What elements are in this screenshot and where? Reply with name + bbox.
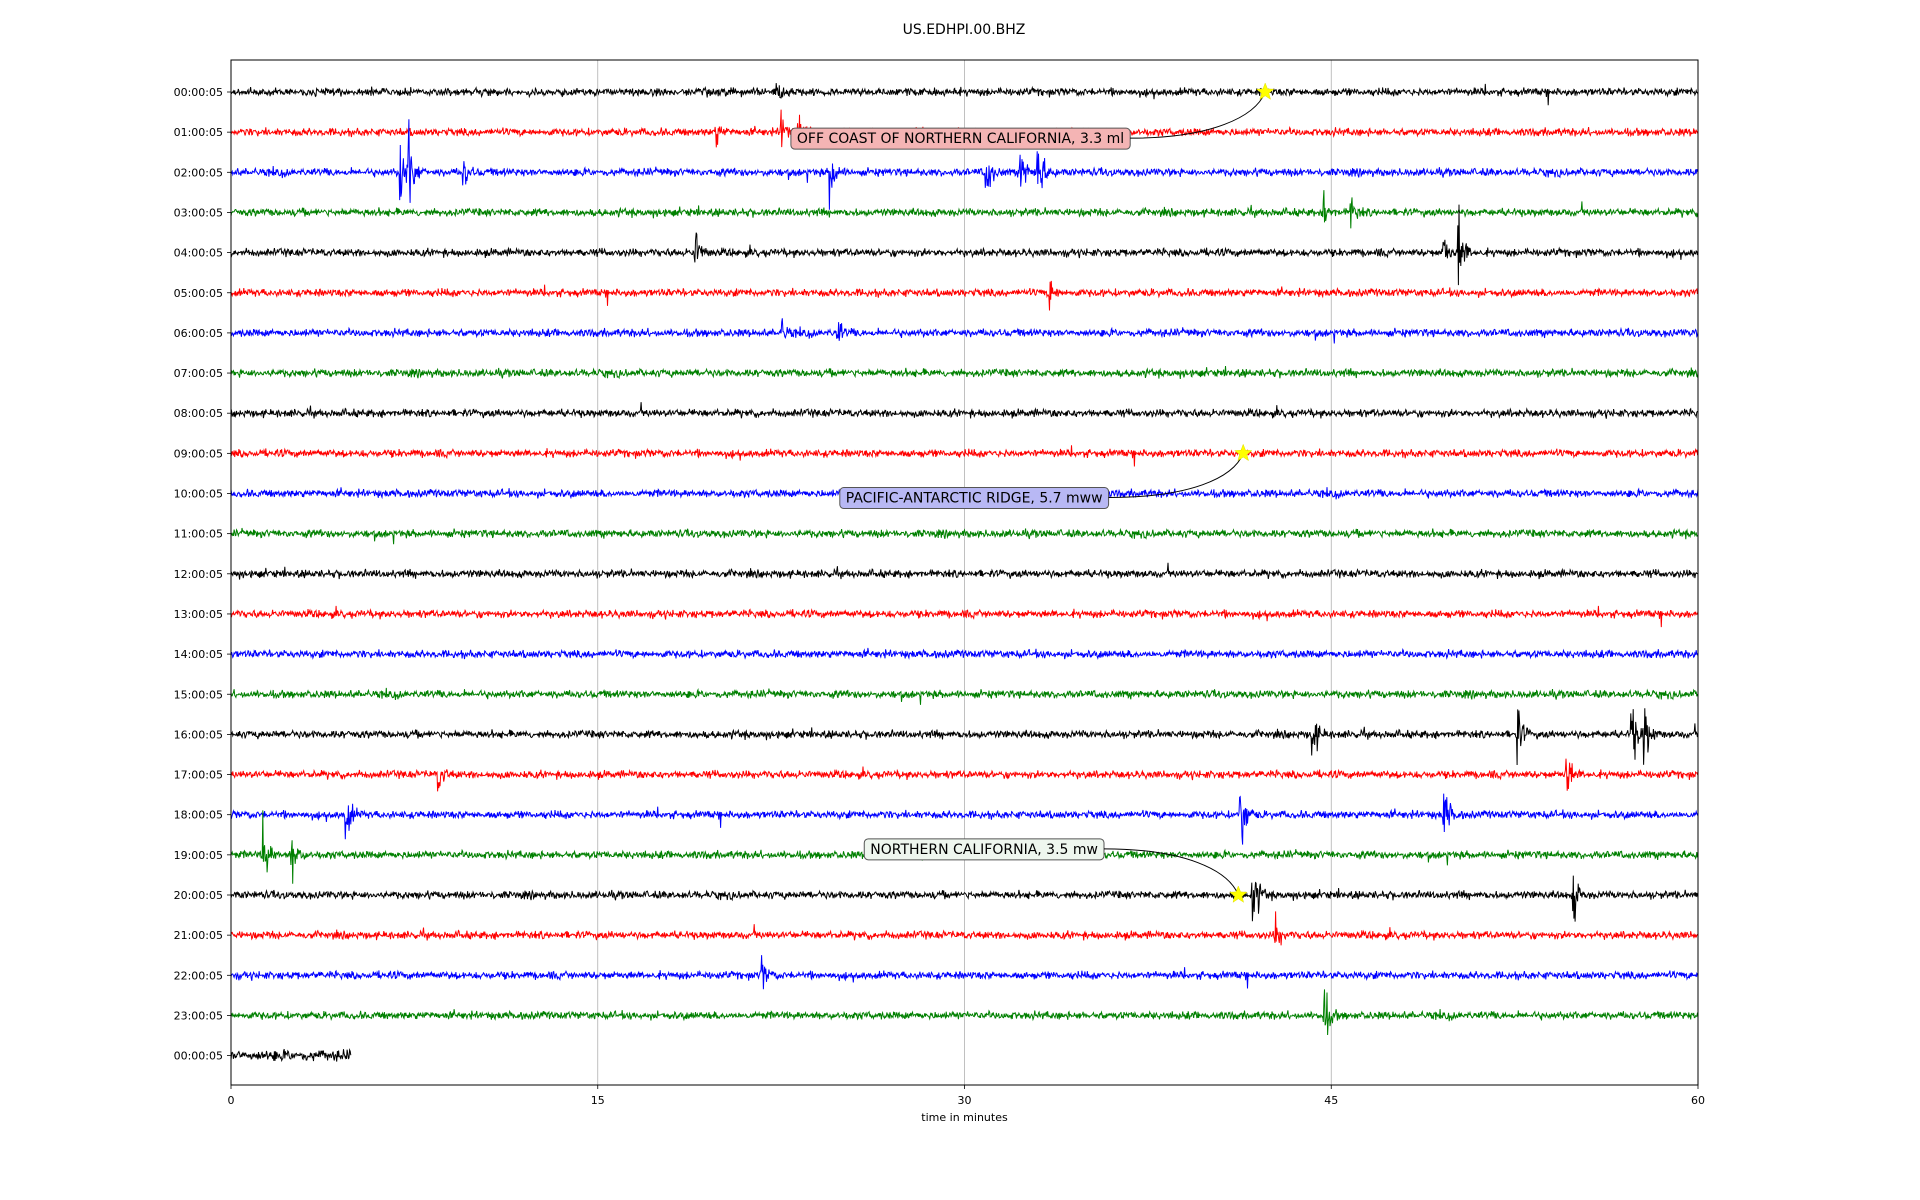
event-connector: [1130, 91, 1266, 139]
trace-row-15: [230, 687, 1699, 705]
trace-row-21: [230, 911, 1699, 946]
event-star-icon: [1256, 82, 1275, 100]
y-tick-label: 06:00:05: [174, 327, 223, 340]
trace-row-6: [230, 318, 1699, 344]
y-tick-label: 04:00:05: [174, 247, 223, 260]
y-tick-label: 22:00:05: [174, 969, 223, 982]
trace-row-7: [230, 365, 1699, 380]
trace-row-8: [230, 402, 1699, 420]
x-tick-label: 15: [591, 1094, 605, 1107]
y-tick-label: 03:00:05: [174, 206, 223, 219]
trace-row-4: [230, 204, 1699, 286]
trace-row-5: [230, 280, 1699, 311]
event-label: PACIFIC-ANTARCTIC RIDGE, 5.7 mww: [846, 491, 1103, 507]
y-tick-label: 02:00:05: [174, 166, 223, 179]
chart-title: US.EDHPI.00.BHZ: [902, 22, 1026, 38]
y-tick-label: 23:00:05: [174, 1009, 223, 1022]
trace-row-20: [230, 875, 1699, 922]
y-tick-label: 15:00:05: [174, 688, 223, 701]
trace-row-9: [230, 445, 1699, 467]
event-annotation: PACIFIC-ANTARCTIC RIDGE, 5.7 mww: [839, 443, 1253, 510]
y-tick-label: 00:00:05: [174, 86, 223, 99]
event-annotation: OFF COAST OF NORTHERN CALIFORNIA, 3.3 ml: [790, 82, 1275, 150]
y-tick-label: 00:00:05: [174, 1050, 223, 1063]
event-label: OFF COAST OF NORTHERN CALIFORNIA, 3.3 ml: [797, 131, 1124, 147]
event-label: NORTHERN CALIFORNIA, 3.5 mw: [870, 842, 1098, 858]
plot-frame: [230, 59, 1699, 1086]
y-tick-label: 19:00:05: [174, 849, 223, 862]
y-tick-label: 01:00:05: [174, 126, 223, 139]
trace-row-22: [230, 955, 1699, 990]
y-tick-label: 21:00:05: [174, 929, 223, 942]
trace-row-17: [230, 758, 1699, 792]
x-axis-label: time in minutes: [921, 1111, 1008, 1124]
trace-row-24: [230, 1048, 352, 1063]
trace-row-11: [230, 527, 1699, 545]
x-tick-label: 0: [228, 1094, 235, 1107]
event-connector: [1108, 453, 1244, 499]
x-tick-label: 60: [1691, 1094, 1705, 1107]
trace-row-13: [230, 605, 1699, 628]
y-tick-label: 10:00:05: [174, 488, 223, 501]
y-tick-label: 17:00:05: [174, 769, 223, 782]
trace-row-0: [230, 83, 1699, 106]
trace-row-14: [230, 647, 1699, 660]
y-tick-label: 07:00:05: [174, 367, 223, 380]
y-tick-label: 14:00:05: [174, 648, 223, 661]
y-tick-label: 20:00:05: [174, 889, 223, 902]
y-tick-label: 12:00:05: [174, 568, 223, 581]
event-star-icon: [1229, 885, 1248, 903]
y-tick-label: 09:00:05: [174, 447, 223, 460]
y-tick-label: 16:00:05: [174, 728, 223, 741]
event-annotation: NORTHERN CALIFORNIA, 3.5 mw: [863, 838, 1248, 903]
y-tick-label: 05:00:05: [174, 287, 223, 300]
y-tick-label: 11:00:05: [174, 528, 223, 541]
event-label-box: [839, 487, 1110, 510]
y-tick-label: 13:00:05: [174, 608, 223, 621]
trace-row-2: [230, 119, 1699, 210]
x-tick-label: 45: [1324, 1094, 1338, 1107]
trace-row-3: [230, 190, 1699, 229]
trace-row-23: [230, 989, 1699, 1036]
trace-row-12: [230, 562, 1699, 580]
trace-row-16: [230, 708, 1699, 766]
y-tick-label: 08:00:05: [174, 407, 223, 420]
event-connector: [1104, 848, 1239, 896]
trace-row-18: [230, 793, 1699, 845]
x-tick-label: 30: [958, 1094, 972, 1107]
y-tick-label: 18:00:05: [174, 809, 223, 822]
event-star-icon: [1234, 443, 1253, 462]
